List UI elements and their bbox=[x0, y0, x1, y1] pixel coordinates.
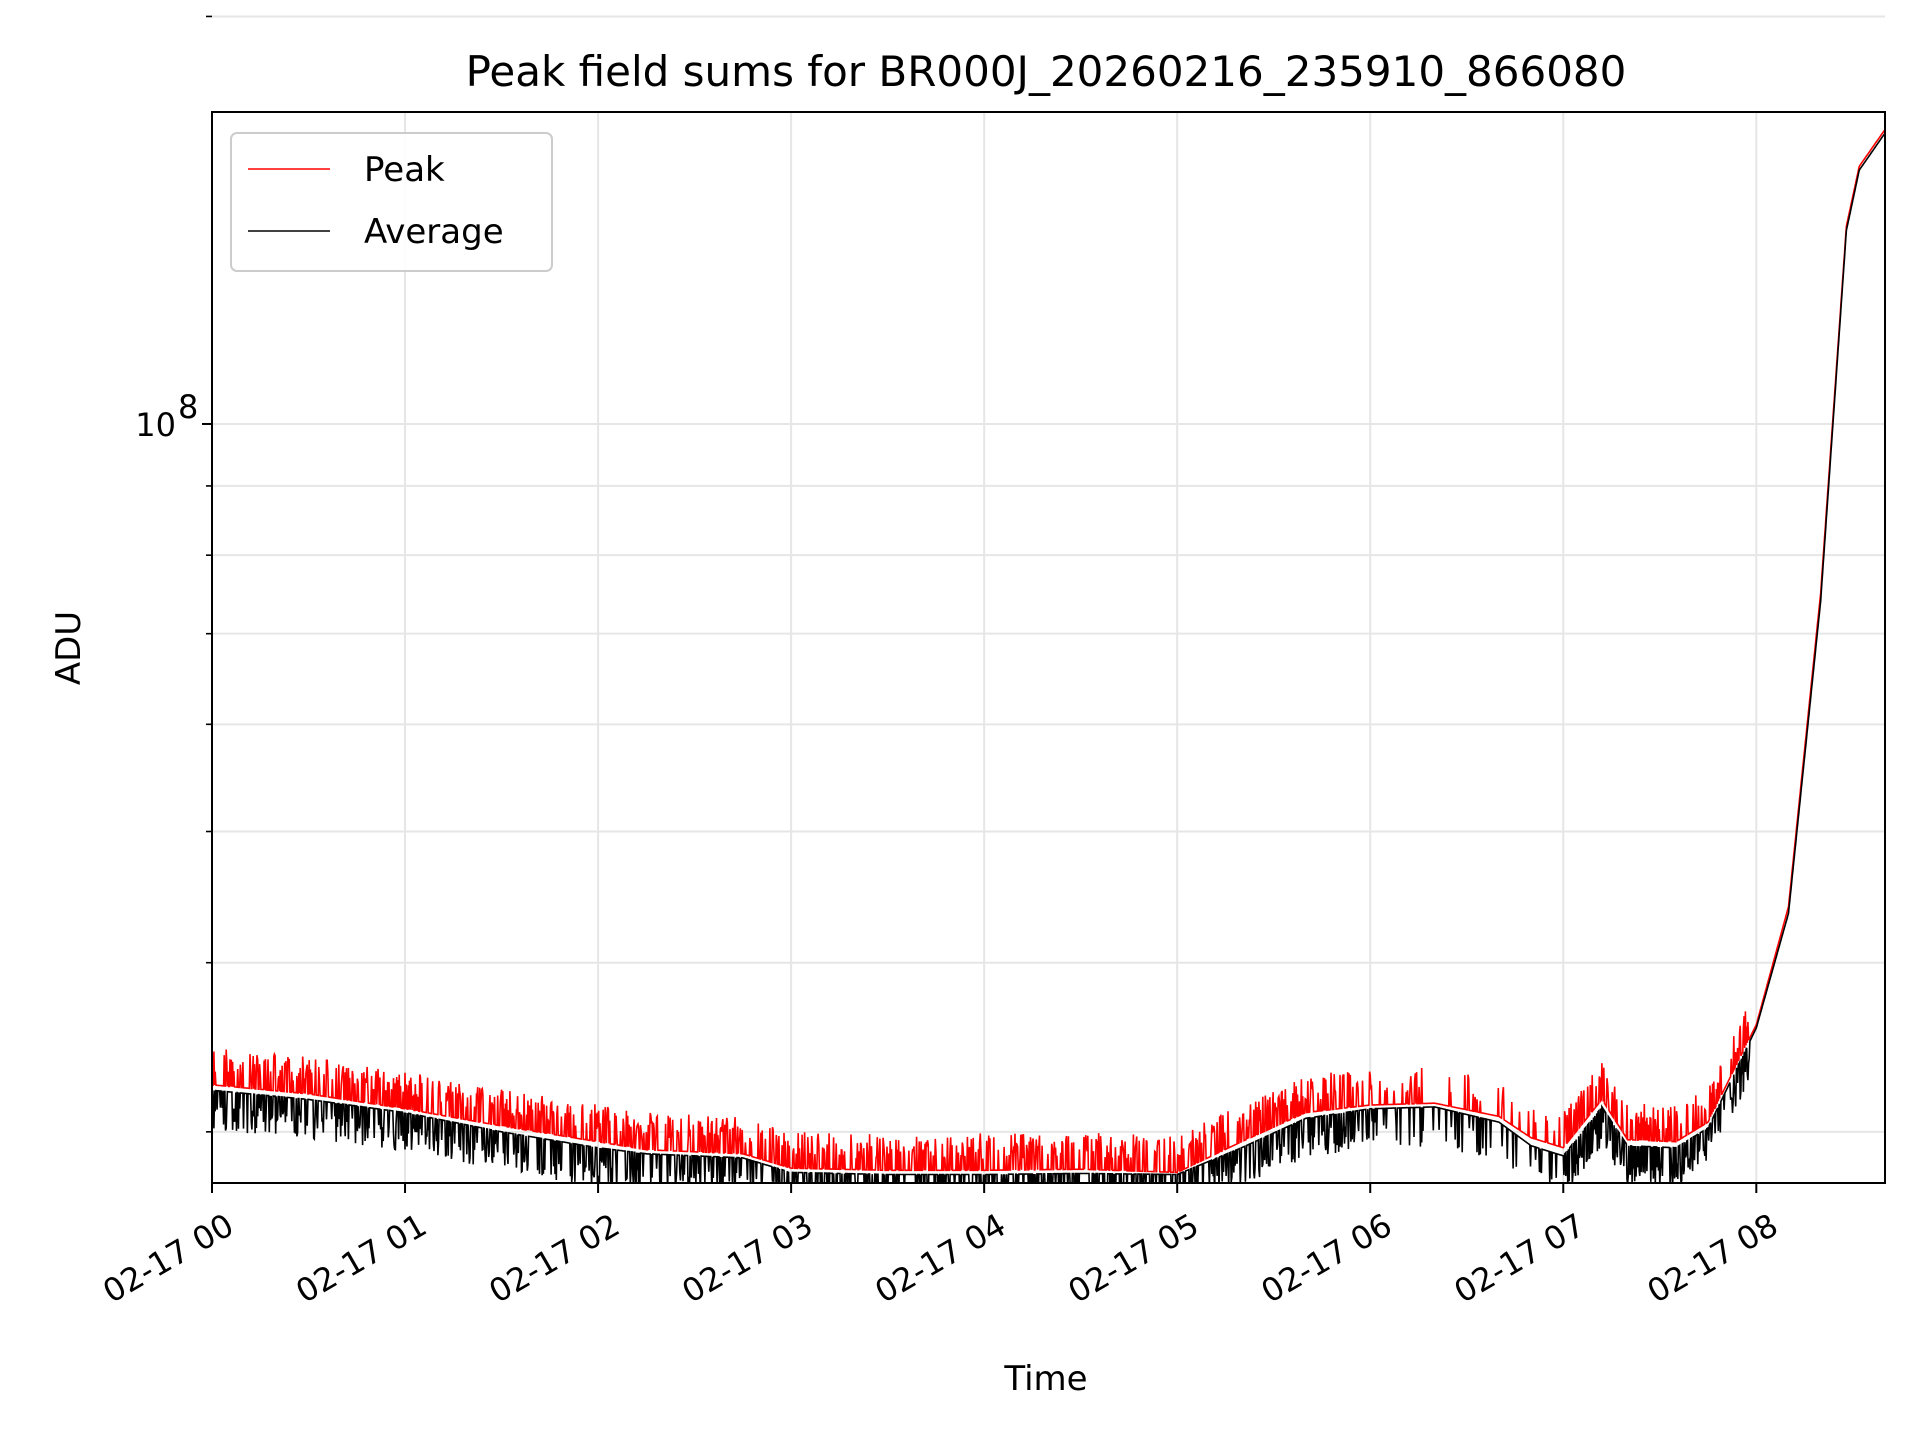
y-tick-exponent: 8 bbox=[178, 388, 198, 426]
legend: Peak Average bbox=[230, 132, 553, 272]
x-axis-label: Time bbox=[1003, 1359, 1087, 1399]
series-line-peak bbox=[212, 129, 1885, 1174]
plot-area bbox=[212, 129, 1885, 1183]
y-tick-label: 10 bbox=[135, 406, 176, 444]
y-axis: 10 8 bbox=[135, 15, 212, 1133]
series-line-average bbox=[212, 132, 1885, 1183]
legend-label-peak: Peak bbox=[364, 150, 445, 190]
legend-label-average: Average bbox=[364, 212, 504, 252]
chart-title: Peak field sums for BR000J_20260216_2359… bbox=[466, 47, 1627, 96]
legend-box bbox=[230, 132, 553, 272]
plot-frame bbox=[211, 111, 1886, 1184]
y-axis-label: ADU bbox=[49, 611, 89, 685]
